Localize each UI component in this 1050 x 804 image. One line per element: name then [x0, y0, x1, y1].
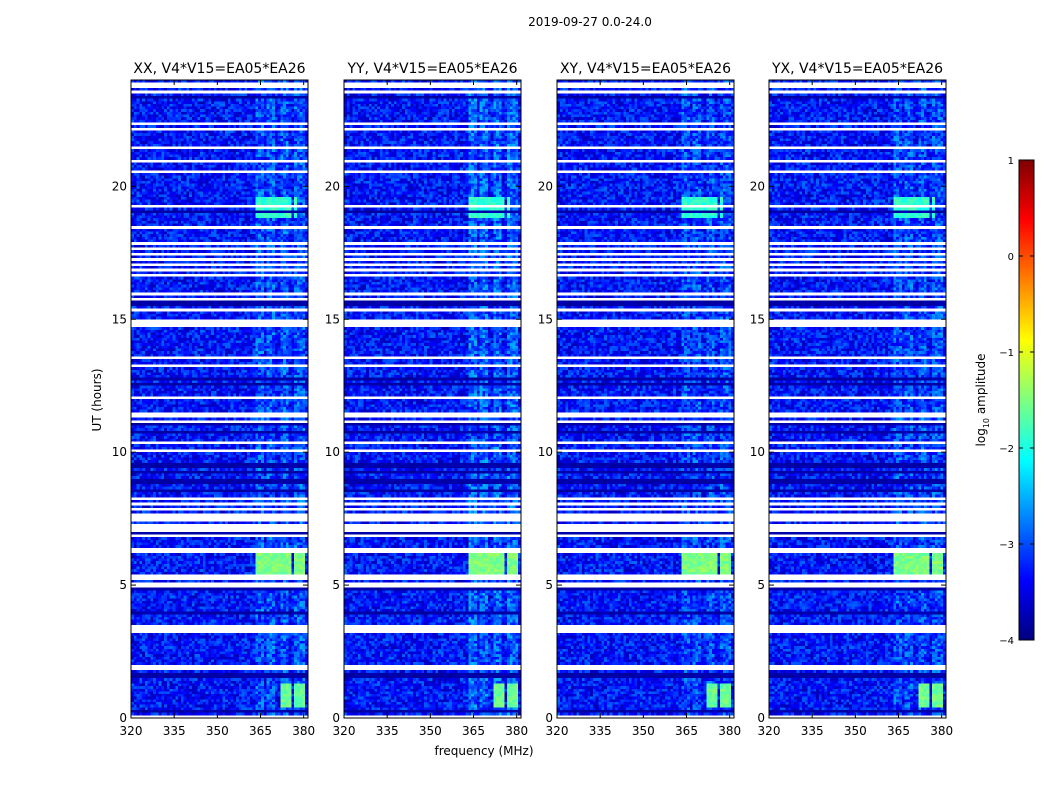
- y-tick-label: 10: [750, 445, 765, 459]
- panel-xx: XX, V4*V15=EA05*EA26 320 335 350 365 380 0 5 10 1…: [112, 61, 315, 738]
- heatmap-xx: [131, 80, 308, 718]
- x-axis-label: frequency (MHz): [434, 744, 533, 758]
- colorbar-label: log10 amplitude: [974, 354, 991, 447]
- y-tick-label: 5: [119, 578, 127, 592]
- panel-title: YY, V4*V15=EA05*EA26: [346, 61, 517, 77]
- x-tick-label: 335: [376, 724, 399, 738]
- colorbar-label-sub: 10: [982, 418, 991, 428]
- x-tick-label: 320: [758, 724, 781, 738]
- y-tick-label: 15: [112, 312, 127, 326]
- colorbar-tick-label: 1: [1008, 156, 1014, 167]
- y-tick-label: 20: [112, 179, 127, 193]
- x-tick-label: 380: [718, 724, 741, 738]
- y-tick-label: 15: [325, 312, 340, 326]
- panel-title: YX, V4*V15=EA05*EA26: [771, 61, 943, 77]
- y-tick-label: 0: [119, 711, 127, 725]
- x-tick-label: 350: [419, 724, 442, 738]
- y-tick-label: 20: [538, 179, 553, 193]
- figure-suptitle: 2019-09-27 0.0-24.0: [528, 15, 652, 29]
- panel-frame: [768, 79, 947, 719]
- y-tick-label: 10: [112, 445, 127, 459]
- x-tick-label: 365: [675, 724, 698, 738]
- x-tick-label: 380: [505, 724, 528, 738]
- y-tick-label: 10: [538, 445, 553, 459]
- y-tick-label: 5: [757, 578, 765, 592]
- y-tick-label: 15: [538, 312, 553, 326]
- colorbar-label-tail: amplitude: [974, 354, 988, 418]
- colorbar-tick-label: −1: [999, 348, 1014, 359]
- panel-yy: YY, V4*V15=EA05*EA26 320 335 350 365 380 0 5 10 1…: [325, 61, 528, 738]
- heatmap-yy: [344, 80, 521, 718]
- y-tick-label: 15: [750, 312, 765, 326]
- panel-title: XX, V4*V15=EA05*EA26: [133, 61, 305, 77]
- x-tick-label: 350: [206, 724, 229, 738]
- colorbar: 1 0 −1 −2 −3 −4: [999, 156, 1035, 647]
- panel-frame: [343, 79, 522, 719]
- x-tick-label: 320: [120, 724, 143, 738]
- colorbar-tick-label: 0: [1008, 252, 1014, 263]
- panel-frame: [556, 79, 735, 719]
- y-tick-label: 0: [757, 711, 765, 725]
- x-tick-label: 350: [844, 724, 867, 738]
- panel-frame: [130, 79, 309, 719]
- x-tick-label: 365: [249, 724, 272, 738]
- panel-xy: XY, V4*V15=EA05*EA26 320 335 350 365 380 0 5 10 1…: [538, 61, 741, 738]
- colorbar-tick-label: −3: [999, 540, 1014, 551]
- y-tick-label: 5: [545, 578, 553, 592]
- colorbar-gradient: [1018, 159, 1035, 641]
- panels-group: XX, V4*V15=EA05*EA26 320 335 350 365 380 0 5 10 1…: [112, 61, 953, 738]
- y-tick-label: 5: [332, 578, 340, 592]
- x-tick-label: 335: [801, 724, 824, 738]
- x-tick-label: 335: [163, 724, 186, 738]
- colorbar-tick-label: −4: [999, 636, 1014, 647]
- x-tick-label: 365: [887, 724, 910, 738]
- panel-title: XY, V4*V15=EA05*EA26: [560, 61, 731, 77]
- x-tick-label: 365: [462, 724, 485, 738]
- x-tick-label: 320: [333, 724, 356, 738]
- panel-yx: YX, V4*V15=EA05*EA26 320 335 350 365 380 0 5 10 1…: [750, 61, 953, 738]
- x-tick-label: 380: [930, 724, 953, 738]
- y-tick-label: 10: [325, 445, 340, 459]
- x-tick-label: 380: [292, 724, 315, 738]
- x-tick-label: 335: [589, 724, 612, 738]
- y-tick-label: 0: [332, 711, 340, 725]
- colorbar-label-main: log: [974, 428, 988, 446]
- y-tick-label: 20: [750, 179, 765, 193]
- x-tick-label: 320: [546, 724, 569, 738]
- colorbar-tick-label: −2: [999, 444, 1014, 455]
- y-tick-label: 20: [325, 179, 340, 193]
- y-axis-label: UT (hours): [90, 368, 104, 431]
- y-tick-label: 0: [545, 711, 553, 725]
- heatmap-xy: [557, 80, 734, 718]
- heatmap-yx: [769, 80, 946, 718]
- x-tick-label: 350: [632, 724, 655, 738]
